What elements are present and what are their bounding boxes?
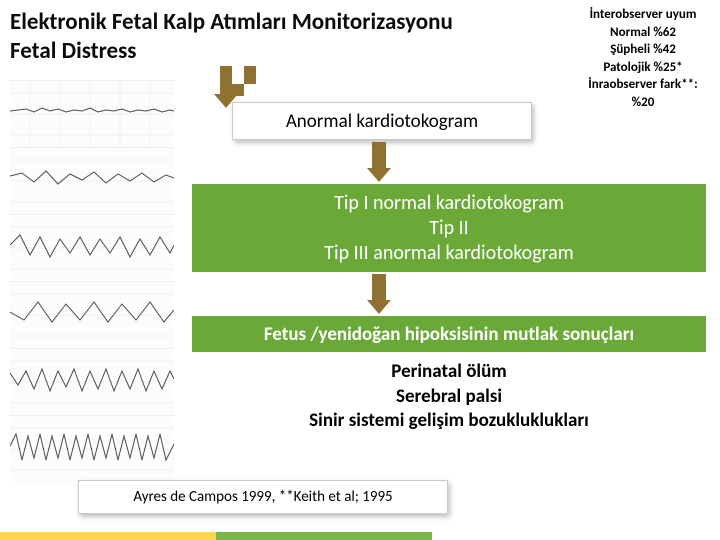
arrow-shaft — [244, 66, 256, 84]
ctg-strip — [10, 281, 174, 348]
outcome-1: Perinatal ölüm — [192, 360, 706, 385]
arrow-down-icon — [367, 300, 391, 314]
side-l4: Patolojik %25* — [572, 59, 714, 77]
interobserver-box: İnterobserver uyum Normal %62 Şüpheli %4… — [572, 6, 714, 111]
side-l6: %20 — [572, 94, 714, 112]
box2-l1: Tip I normal kardiotokogram — [334, 191, 564, 216]
side-l1: İnterobserver uyum — [572, 6, 714, 24]
footer-decoration — [0, 532, 720, 540]
slide-title: Elektronik Fetal Kalp Atımları Monitoriz… — [10, 8, 453, 66]
outcome-2: Serebral palsi — [192, 385, 706, 410]
reference-box: Ayres de Campos 1999, **Keith et al; 199… — [78, 480, 448, 514]
box3-label: Fetus /yenidoğan hipoksisinin mutlak son… — [264, 323, 634, 346]
box1-label: Anormal kardiotokogram — [286, 110, 478, 133]
arrow-shaft — [372, 142, 386, 170]
ctg-strip — [10, 80, 174, 147]
title-line-2: Fetal Distress — [10, 37, 453, 66]
classification-box: Tip I normal kardiotokogram Tip II Tip I… — [192, 184, 706, 272]
reference-text: Ayres de Campos 1999, **Keith et al; 199… — [133, 488, 392, 506]
ctg-strip — [10, 348, 174, 415]
anormal-box: Anormal kardiotokogram — [232, 102, 532, 140]
outcome-3: Sinir sistemi gelişim bozukluklukları — [192, 409, 706, 434]
box2-l2: Tip II — [429, 216, 468, 241]
arrow-down-icon — [367, 168, 391, 182]
ctg-strip-column — [10, 80, 174, 474]
box2-l3: Tip III anormal kardiotokogram — [324, 241, 574, 266]
side-l5: İnraobserver fark**: — [572, 76, 714, 94]
ctg-strip — [10, 415, 174, 482]
side-l3: Şüpheli %42 — [572, 41, 714, 59]
arrow-shaft — [372, 274, 386, 302]
title-line-1: Elektronik Fetal Kalp Atımları Monitoriz… — [10, 8, 453, 37]
ctg-strip — [10, 214, 174, 281]
outcomes-list: Perinatal ölüm Serebral palsi Sinir sist… — [192, 360, 706, 434]
ctg-strip — [10, 147, 174, 214]
side-l2: Normal %62 — [572, 24, 714, 42]
hypoxia-box: Fetus /yenidoğan hipoksisinin mutlak son… — [192, 316, 706, 352]
